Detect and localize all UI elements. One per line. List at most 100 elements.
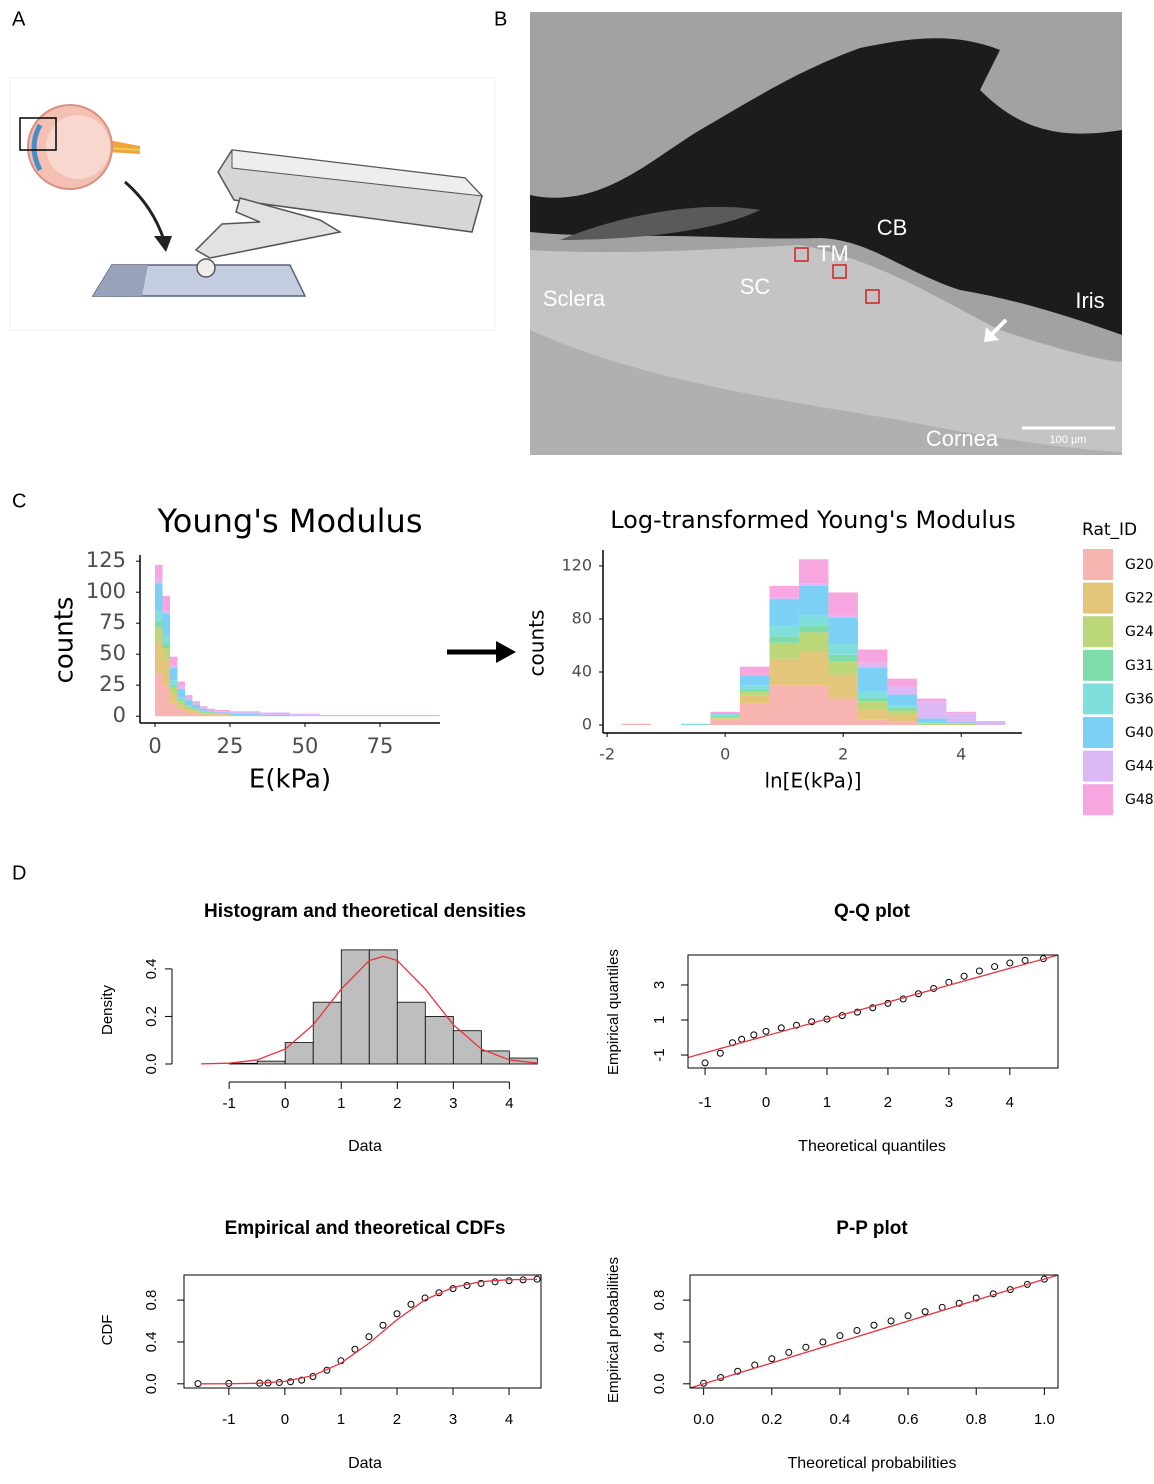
point (768, 1355, 776, 1363)
x-tick-label: 1 (337, 1411, 345, 1428)
point (1040, 1275, 1048, 1283)
bar (177, 701, 185, 706)
x-tick-label: 50 (292, 734, 319, 758)
bar (260, 714, 290, 717)
point (777, 1024, 785, 1032)
bar (230, 713, 260, 715)
bar (256, 1060, 286, 1065)
bar (798, 685, 829, 726)
bar (739, 675, 770, 686)
point (701, 1059, 709, 1067)
bar (162, 595, 170, 611)
bar (887, 721, 917, 726)
bar (192, 705, 200, 709)
bar (739, 703, 770, 726)
y-tick-label: 0.4 (143, 958, 160, 979)
bar (170, 680, 178, 686)
point (853, 1008, 861, 1016)
bar (798, 652, 829, 686)
y-tick-label: 1 (651, 1016, 668, 1024)
x-tick-label: 0 (762, 1094, 770, 1111)
point (960, 972, 968, 980)
bar (185, 705, 193, 707)
bar (916, 723, 947, 726)
y-tick-label: 0.2 (143, 1006, 160, 1027)
point (870, 1321, 878, 1329)
fit-curve (201, 955, 538, 1065)
point (887, 1317, 895, 1325)
bar (828, 614, 858, 618)
bar (200, 706, 208, 708)
micrograph: Sclera SC TM CB Iris Cornea 100 µm (530, 12, 1122, 455)
bar (887, 710, 917, 715)
bar (312, 1001, 342, 1065)
y-tick-label: 40 (572, 662, 592, 681)
legend-swatch (1083, 582, 1113, 614)
bar (480, 1050, 510, 1065)
fit-curve (200, 1278, 538, 1385)
bar (192, 702, 200, 706)
legend-swatch (1083, 683, 1113, 715)
x-axis-label: Data (348, 1138, 382, 1155)
bar (155, 672, 163, 717)
tissue-label: SC (740, 274, 771, 299)
point (914, 990, 922, 998)
y-tick-label: 0.0 (143, 1373, 160, 1394)
point (379, 1321, 387, 1329)
bar (798, 632, 829, 653)
fit-curve (689, 1274, 1059, 1389)
y-tick-label: 0.0 (143, 1054, 160, 1075)
bar (200, 708, 208, 712)
bar (177, 697, 185, 701)
x-tick-label: -2 (599, 745, 615, 764)
bar (162, 610, 170, 614)
bar (828, 698, 858, 726)
bar (215, 709, 230, 712)
bar (192, 713, 200, 717)
bar (769, 597, 799, 600)
x-axis-label: Data (348, 1455, 382, 1472)
x-tick-label: 4 (956, 745, 966, 764)
panel-label: A (12, 8, 26, 30)
legend-title: Rat_ID (1082, 520, 1137, 540)
bar (155, 579, 163, 584)
point (802, 1343, 810, 1351)
point (1021, 956, 1029, 964)
point (836, 1332, 844, 1340)
bar (975, 721, 1006, 726)
bar (185, 712, 193, 717)
bar (170, 656, 178, 666)
bar (769, 636, 799, 643)
x-tick-label: 1 (823, 1094, 831, 1111)
bar (798, 559, 829, 584)
chart-title: P-P plot (836, 1218, 908, 1239)
point (351, 1345, 359, 1353)
bar (155, 626, 163, 642)
bar (200, 712, 208, 714)
bar (200, 713, 208, 715)
bar (857, 709, 888, 720)
transform-arrow (447, 641, 516, 663)
bar (710, 715, 740, 718)
y-axis-label: Empirical quantiles (605, 949, 622, 1075)
bar (887, 714, 917, 722)
bar (215, 712, 230, 714)
bar (162, 643, 170, 648)
tissue-label: CB (877, 215, 908, 240)
point (734, 1367, 742, 1375)
bar (177, 705, 185, 710)
bar (155, 564, 163, 580)
bar (769, 599, 799, 626)
bar (170, 703, 178, 717)
bar (887, 678, 917, 687)
bar (230, 714, 260, 717)
bar (207, 712, 215, 714)
bar (155, 641, 163, 673)
y-axis-label: counts (50, 597, 80, 684)
point (298, 1376, 306, 1384)
point (793, 1021, 801, 1029)
bar (887, 686, 917, 695)
x-tick-label: 3 (945, 1094, 953, 1111)
